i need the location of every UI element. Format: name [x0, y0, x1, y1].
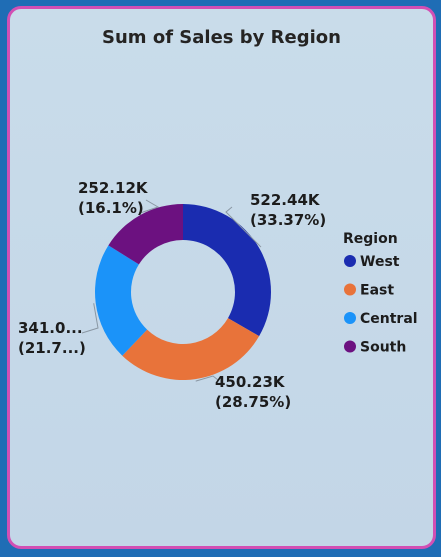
data-label-west-value: 522.44K	[250, 191, 321, 209]
slice-central[interactable]	[95, 245, 148, 356]
legend-item-south[interactable]: South	[360, 340, 406, 356]
leader-line-west	[225, 206, 262, 248]
data-label-south-percent: (16.1%)	[78, 199, 144, 217]
legend-title: Region	[343, 231, 398, 247]
legend-marker-south	[344, 340, 356, 353]
chart-card: Sum of Sales by Region	[7, 6, 436, 549]
legend-marker-west	[344, 255, 356, 267]
leader-line-south	[139, 199, 160, 214]
leader-line-east	[195, 375, 219, 382]
legend-marker-central	[344, 312, 356, 324]
legend-marker-east	[344, 283, 356, 296]
legend-item-central[interactable]: Central	[360, 311, 418, 327]
slice-east[interactable]	[122, 318, 260, 380]
data-label-south-value: 252.12K	[78, 179, 149, 197]
slice-south[interactable]	[108, 204, 183, 265]
data-label-central-percent: (21.7...)	[18, 339, 86, 357]
data-label-central-value: 341.0...	[18, 319, 83, 337]
data-label-east-percent: (28.75%)	[215, 393, 291, 411]
slice-west[interactable]	[183, 204, 271, 337]
data-label-west-percent: (33.37%)	[250, 211, 326, 229]
chart-title: Sum of Sales by Region	[102, 27, 341, 48]
data-label-east-value: 450.23K	[215, 373, 286, 391]
legend-item-west[interactable]: West	[360, 254, 400, 270]
legend-item-east[interactable]: East	[360, 283, 394, 299]
leader-line-central	[81, 303, 99, 334]
